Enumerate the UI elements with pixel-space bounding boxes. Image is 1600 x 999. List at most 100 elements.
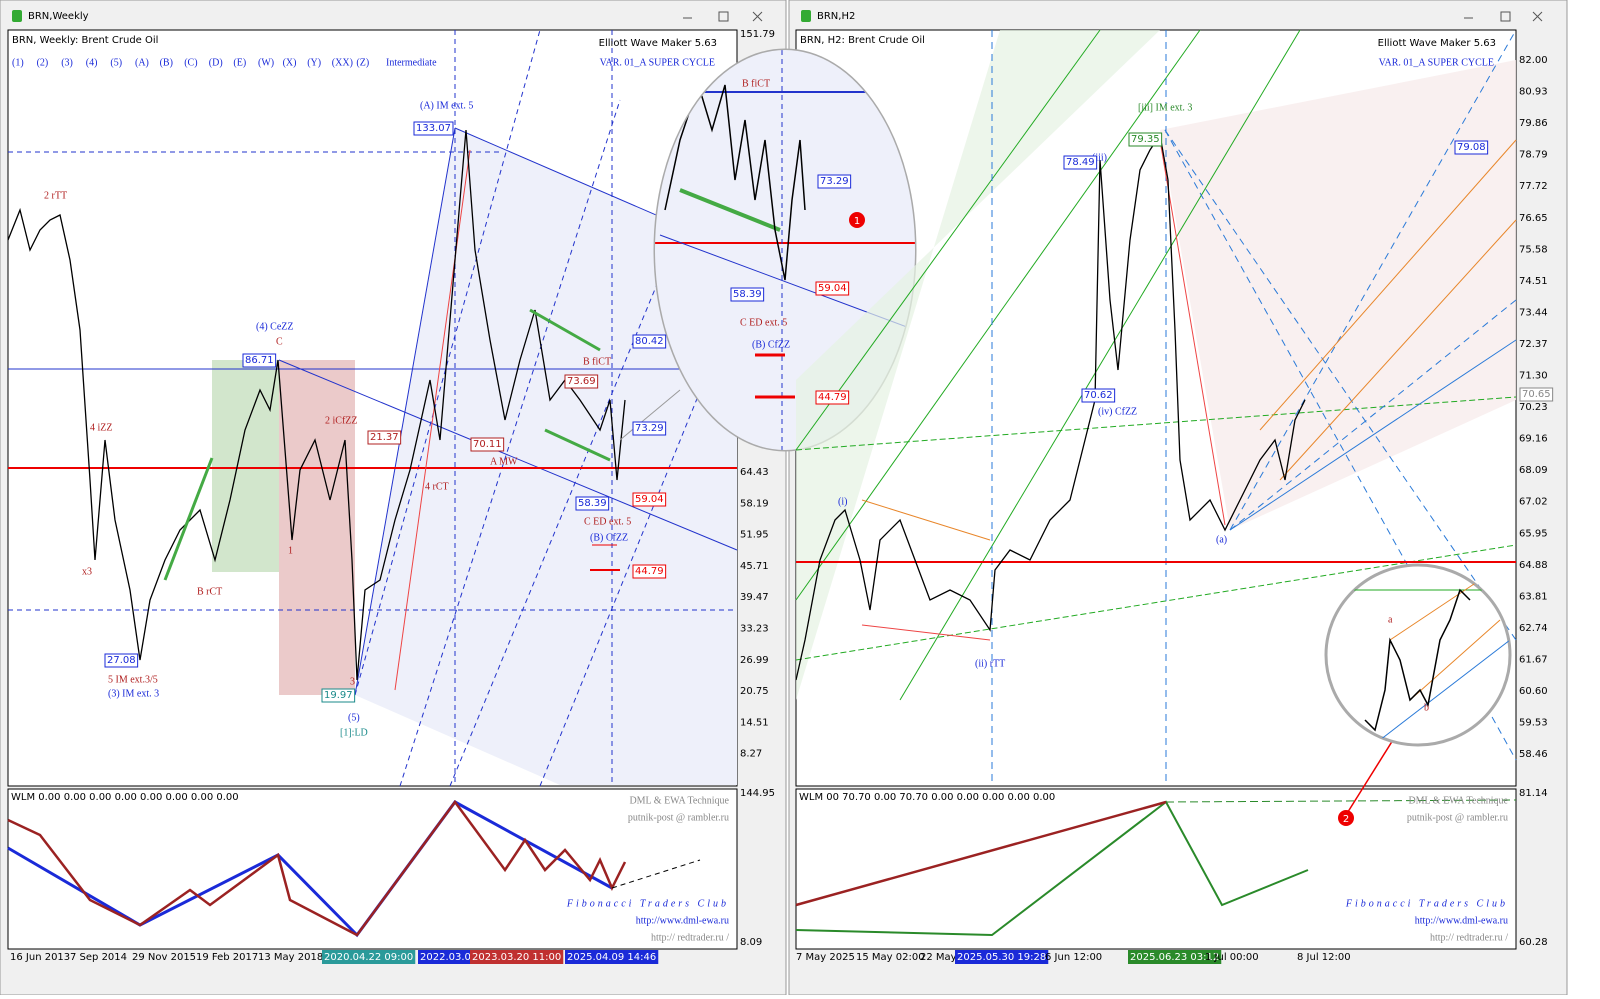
degree-button[interactable]: (A)	[135, 57, 149, 68]
label: (A) IM ext. 5	[420, 100, 473, 111]
degree-button[interactable]: (X)	[283, 57, 297, 68]
indicator-line	[7, 800, 613, 938]
price-path	[795, 133, 1306, 681]
degree-button[interactable]: (Z)	[356, 57, 369, 68]
price-tag-box	[1128, 132, 1163, 147]
degree-button[interactable]: (2)	[37, 57, 49, 68]
indicator-line	[7, 799, 627, 937]
price-axis-label: 69.16	[1519, 434, 1548, 445]
label: A MW	[490, 456, 518, 467]
price-tag: 73.29	[635, 423, 664, 434]
degree-button[interactable]: (3)	[61, 57, 73, 68]
chart-header: BRN, Weekly: Brent Crude Oil	[12, 35, 158, 46]
date-label: 1 Jul 00:00	[1205, 952, 1259, 963]
price-tag: 133.07	[416, 123, 451, 134]
degree-button[interactable]: (XX)	[332, 57, 353, 68]
date-highlight	[470, 950, 564, 964]
date-label: 7 Sep 2014	[70, 952, 127, 963]
green-lines	[795, 29, 1517, 701]
degree-button[interactable]: (C)	[184, 57, 197, 68]
indicator-axis-label: 60.28	[1519, 937, 1548, 948]
label: (i)	[838, 496, 847, 507]
price-tag-box	[815, 390, 850, 405]
red-line	[394, 149, 471, 691]
price-axis-label: 62.74	[1519, 623, 1548, 634]
date-label: 8 Jul 12:00	[1297, 952, 1351, 963]
credit: DML & EWA Technique	[1408, 795, 1508, 806]
degree-button[interactable]: (Y)	[307, 57, 321, 68]
zoom	[1324, 563, 1512, 747]
price-axis-label: 60.60	[1519, 686, 1548, 697]
price-axis-label: 8.27	[740, 749, 762, 760]
credit: http:// redtrader.ru /	[651, 932, 729, 943]
degree-button[interactable]: (W)	[258, 57, 274, 68]
fib-lines	[8, 29, 738, 787]
label: (B) CfZZ	[590, 532, 628, 543]
price-axis-label: 75.58	[1519, 244, 1548, 255]
date-highlight	[322, 950, 416, 964]
price-tag-box	[1063, 155, 1098, 170]
date-highlight	[418, 950, 480, 964]
variant: VAR. 01_A SUPER CYCLE	[600, 57, 715, 68]
price-axis-label: 78.79	[1519, 150, 1548, 161]
label: (B) CfZZ	[752, 339, 790, 350]
window-buttons[interactable]	[683, 11, 1543, 22]
indicator-axis-label: 81.14	[1519, 788, 1548, 799]
window-title: BRN,Weekly	[28, 11, 89, 22]
degree-button[interactable]: (4)	[86, 57, 98, 68]
price-axis-label: 58.46	[1519, 749, 1548, 760]
price-tag: 44.79	[818, 392, 847, 403]
date-label: 19 Feb 2017	[196, 952, 258, 963]
price-tag-box	[1519, 387, 1554, 402]
price-axis-label: 72.37	[1519, 339, 1548, 350]
degree-button[interactable]: (1)	[12, 57, 24, 68]
credit: Fibonacci Traders Club	[1345, 898, 1508, 909]
date-label: 29 Nov 2015	[132, 952, 196, 963]
label: 4 rCT	[425, 481, 449, 492]
indicator-axis-label: 144.95	[740, 788, 775, 799]
projection	[611, 859, 701, 889]
date-highlight	[955, 950, 1049, 964]
icon	[801, 10, 811, 22]
degree-button[interactable]: (5)	[110, 57, 122, 68]
label: (ii) rTT	[975, 658, 1005, 669]
label: a	[1388, 614, 1393, 625]
credit: http://www.dml-ewa.ru	[636, 915, 729, 926]
zoom-pointer	[619, 389, 681, 441]
green-lines	[163, 308, 611, 581]
price-tag: 70.11	[473, 439, 502, 450]
label: B fiCT	[742, 78, 770, 89]
degree-button[interactable]: (E)	[233, 57, 246, 68]
date-label: 16 Jun 2013	[10, 952, 70, 963]
price-tag: 59.04	[818, 283, 847, 294]
indicator-header: WLM 00 70.70 0.00 70.70 0.00 0.00 0.00 0…	[799, 792, 1055, 803]
credit: putnik-post @ rambler.ru	[1407, 812, 1508, 823]
price-tag: 80.42	[635, 336, 664, 347]
price-tag-box	[1081, 388, 1116, 403]
price-tag: 70.65	[1522, 389, 1551, 400]
price-tag-box	[413, 121, 454, 136]
zone-green	[796, 30, 1160, 700]
price-axis-label: 20.75	[740, 686, 769, 697]
degree-button[interactable]: (D)	[209, 57, 223, 68]
price-tag: 73.29	[820, 176, 849, 187]
price-tag-box	[564, 374, 599, 389]
label: C	[276, 336, 283, 347]
price-axis-label: 59.53	[1519, 718, 1548, 729]
price-axis-label: 80.93	[1519, 87, 1548, 98]
price-tag: 86.71	[245, 355, 274, 366]
date-label: 2025.06.23 03:12	[1130, 952, 1219, 963]
price-tag-box	[632, 421, 667, 436]
date-label: 6 Jun 12:00	[1045, 952, 1102, 963]
label: [1]:LD	[340, 727, 368, 738]
degree-button[interactable]: Intermediate	[386, 57, 437, 68]
price-axis-label: 51.95	[740, 530, 769, 541]
label: 3	[350, 676, 355, 687]
price-axis-label: 39.47	[740, 592, 769, 603]
credit: putnik-post @ rambler.ru	[628, 812, 729, 823]
price-axis-label: 64.88	[1519, 560, 1548, 571]
degree-button[interactable]: (B)	[160, 57, 173, 68]
label: x3	[82, 566, 92, 577]
